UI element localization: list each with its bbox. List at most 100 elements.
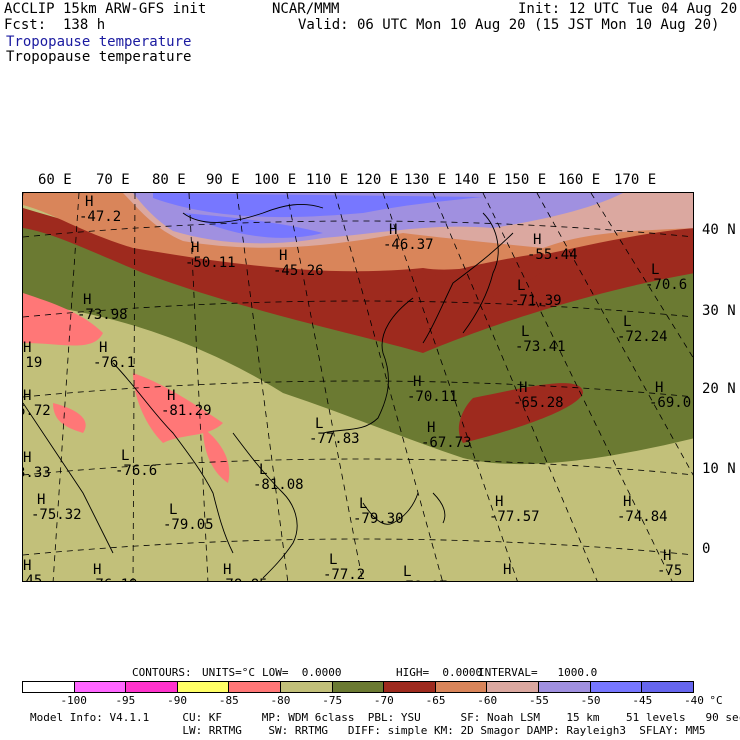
high-marker: H -70.11 [407, 374, 458, 405]
longitude-gridline [536, 193, 693, 476]
model-info-line-2: LW: RRTMG SW: RRTMG DIFF: simple KM: 2D … [30, 724, 706, 737]
latitude-gridline [23, 220, 693, 238]
high-marker: H -47.2 [79, 194, 122, 225]
colorbar-label: -50 [580, 694, 601, 707]
latitude-label: 30 N [702, 303, 736, 319]
contours-label: CONTOURS: [132, 666, 192, 679]
high-marker: H -45.26 [273, 248, 324, 279]
longitude-label: 60 E [38, 172, 72, 188]
high-marker: H -46.37 [383, 222, 434, 253]
header-center: NCAR/MMM [272, 1, 340, 17]
colorbar-swatch [642, 682, 693, 692]
high-marker: H3.33 [23, 450, 51, 481]
latitude-label: 20 N [702, 381, 736, 397]
low-marker: L -72.24 [617, 314, 668, 345]
high-marker: H -77.57 [489, 494, 540, 525]
latitude-label: 0 [702, 541, 711, 557]
longitude-label: 160 E [558, 172, 601, 188]
high-marker: H -81.29 [161, 388, 212, 419]
model-info-line-1: Model Info: V4.1.1 CU: KF MP: WDM 6class… [30, 711, 740, 724]
longitude-label: 70 E [96, 172, 130, 188]
latitude-gridline [23, 538, 693, 556]
colorbar-swatch [384, 682, 436, 692]
high-marker: H -50.11 [185, 240, 236, 271]
low-marker: L -76.6 [115, 448, 158, 479]
latitude-gridline [23, 300, 693, 318]
contours-units: UNITS=°C [202, 666, 255, 679]
colorbar-swatch [177, 682, 230, 692]
high-marker: H -76.1 [93, 340, 136, 371]
high-marker: H.19 [23, 340, 43, 371]
colorbar-swatch [74, 682, 127, 692]
longitude-label: 100 E [254, 172, 297, 188]
high-marker: H -65.28 [513, 380, 564, 411]
high-marker: H-78.85 [217, 562, 268, 582]
high-marker: H -75 [657, 548, 683, 579]
contours-high: HIGH= 0.0000 [396, 666, 483, 679]
low-marker: L -81.08 [253, 462, 304, 493]
colorbar-swatch [435, 682, 488, 692]
low-marker: L -79.30 [353, 496, 404, 527]
high-marker: H -73.98 [77, 292, 128, 323]
colorbar-label: -100 [60, 694, 87, 707]
colorbar-label: -40 [684, 694, 704, 707]
field-title-primary: Tropopause temperature [6, 34, 192, 50]
low-marker: L -77.2 [323, 552, 366, 582]
longitude-gridline [286, 193, 364, 581]
colorbar-label: -60 [477, 694, 498, 707]
colorbar-label: -55 [528, 694, 549, 707]
field-title-secondary: Tropopause temperature [6, 49, 192, 65]
colorbar-label: °C [709, 694, 723, 707]
low-marker: L -71.39 [511, 278, 562, 309]
colorbar-label: -80 [270, 694, 291, 707]
map-panel: H -47.2 H -50.11 H -45.26 H -46.37 H -55.44 L -70.6… [22, 192, 694, 582]
high-marker: H -74.84 [617, 494, 668, 525]
header-init-time: Init: 12 UTC Tue 04 Aug 20 [518, 1, 738, 17]
colorbar-label: -70 [373, 694, 394, 707]
high-marker: H [503, 562, 512, 578]
colorbar-swatch [23, 682, 75, 692]
colorbar-swatch [229, 682, 282, 692]
header-valid-time: Valid: 06 UTC Mon 10 Aug 20 (15 JST Mon … [298, 17, 720, 33]
colorbar-label: -85 [218, 694, 239, 707]
latitude-gridline [23, 458, 693, 476]
latitude-gridline [23, 380, 693, 398]
high-marker: H-76.19 [87, 562, 138, 582]
contours-low: LOW= 0.0000 [262, 666, 342, 679]
colorbar-swatch [487, 682, 540, 692]
colorbar-swatch [126, 682, 178, 692]
longitude-gridline [432, 193, 598, 581]
longitude-label: 130 E [404, 172, 447, 188]
contours-interval: INTERVAL= 1000.0 [478, 666, 598, 679]
colorbar-swatch [332, 682, 385, 692]
colorbar [22, 681, 694, 693]
longitude-gridline [334, 193, 443, 581]
colorbar-swatch [539, 682, 591, 692]
high-marker: H.45 [23, 558, 43, 582]
colorbar-swatch [590, 682, 643, 692]
header-model-title: ACCLIP 15km ARW-GFS init [4, 1, 207, 17]
longitude-label: 110 E [306, 172, 349, 188]
colorbar-label: -90 [167, 694, 187, 707]
high-marker: H -75.32 [31, 492, 82, 523]
longitude-label: 80 E [152, 172, 186, 188]
high-marker: H -55.44 [527, 232, 578, 263]
high-marker: H -69.0 [649, 380, 692, 411]
colorbar-label: -95 [115, 694, 136, 707]
longitude-label: 120 E [356, 172, 399, 188]
low-marker: L -73.41 [515, 324, 566, 355]
latitude-label: 10 N [702, 461, 736, 477]
longitude-label: 170 E [614, 172, 657, 188]
low-marker: L-78.07 [397, 564, 448, 582]
latitude-label: 40 N [702, 222, 736, 238]
longitude-label: 140 E [454, 172, 497, 188]
tropopause-temperature-map [23, 193, 693, 581]
low-marker: L -70.6 [645, 262, 688, 293]
low-marker: L -77.83 [309, 416, 360, 447]
colorbar-label: -65 [425, 694, 446, 707]
colorbar-label: -45 [632, 694, 653, 707]
header-forecast-hour: Fcst: 138 h [4, 17, 106, 33]
colorbar-swatch [281, 682, 333, 692]
low-marker: L -79.05 [163, 502, 214, 533]
longitude-gridline [382, 193, 518, 581]
